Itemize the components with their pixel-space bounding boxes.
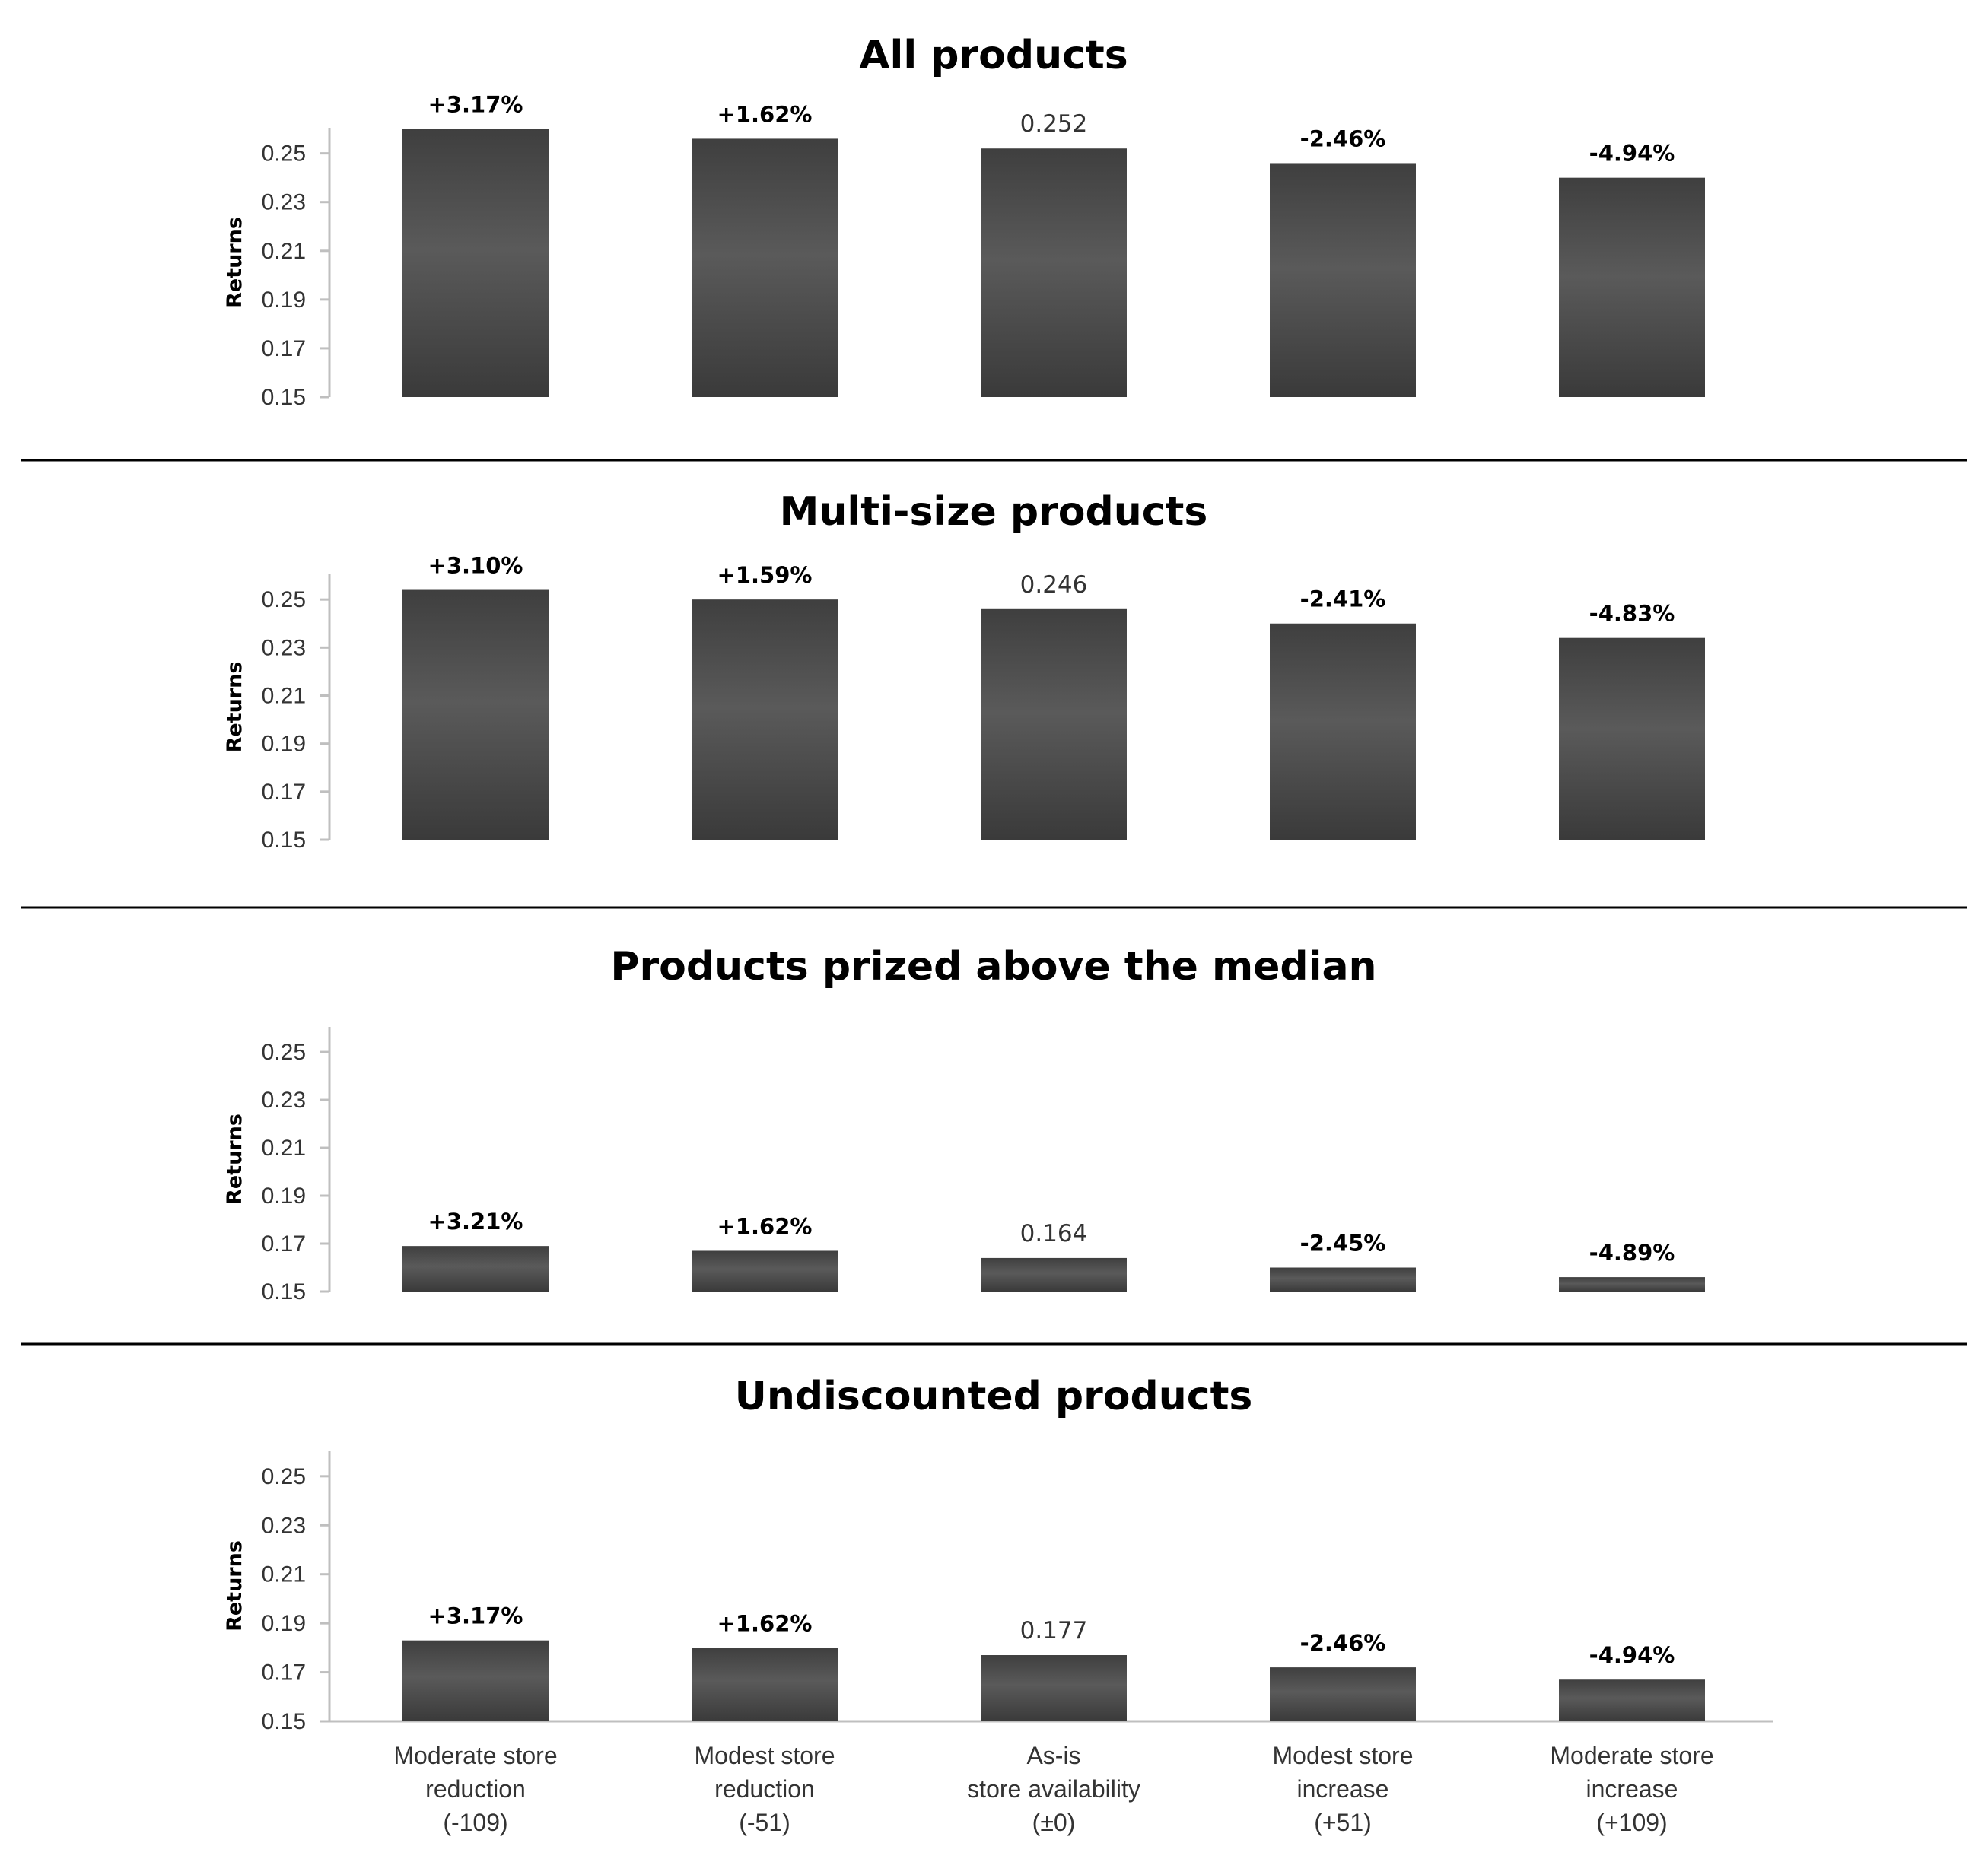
panel-title: Multi-size products xyxy=(780,489,1208,535)
x-category-label: store availability xyxy=(967,1775,1140,1803)
panel-title: Undiscounted products xyxy=(735,1374,1253,1419)
y-tick-label: 0.25 xyxy=(262,141,306,167)
bar xyxy=(1270,1667,1416,1721)
chart-panels: All products 0.15 0.17 0.19 0.21 0.23 0.25 Retu… xyxy=(21,33,1967,1836)
y-tick-label: 0.17 xyxy=(262,1660,306,1686)
y-tick-label: 0.21 xyxy=(262,239,306,264)
bar-value-label: 0.246 xyxy=(1020,571,1088,599)
bar-value-label: +3.21% xyxy=(428,1209,523,1234)
x-category-label: reduction xyxy=(714,1775,815,1803)
x-category-label: increase xyxy=(1586,1775,1678,1803)
bar-value-label: 0.252 xyxy=(1020,110,1088,138)
y-tick-label: 0.17 xyxy=(262,1231,306,1257)
bar-value-label: -2.45% xyxy=(1300,1231,1386,1257)
y-tick-label: 0.21 xyxy=(262,683,306,708)
y-axis-label: Returns xyxy=(223,662,247,753)
bar-value-label: 0.177 xyxy=(1020,1617,1088,1644)
x-category-label: As-is xyxy=(1026,1742,1080,1769)
bar-value-label: -4.83% xyxy=(1589,601,1675,627)
y-tick-label: 0.15 xyxy=(262,828,306,853)
bar xyxy=(402,1246,549,1292)
y-tick-label: 0.25 xyxy=(262,1464,306,1489)
bar xyxy=(981,608,1127,840)
y-tick-label: 0.25 xyxy=(262,1040,306,1065)
y-tick-label: 0.21 xyxy=(262,1136,306,1161)
bar xyxy=(1559,637,1705,840)
panel-4: Undiscounted products 0.15 0.17 0.19 0.21 0.2… xyxy=(223,1374,1773,1836)
y-tick-label: 0.23 xyxy=(262,190,306,215)
bar-value-label: -4.89% xyxy=(1589,1240,1675,1266)
y-tick-label: 0.23 xyxy=(262,635,306,660)
bar xyxy=(1270,1267,1416,1292)
bar-value-label: +1.62% xyxy=(717,101,813,127)
y-axis-label: Returns xyxy=(223,1114,247,1205)
bar xyxy=(1559,1277,1705,1292)
bar-value-label: -4.94% xyxy=(1589,141,1675,167)
panel-title: All products xyxy=(859,33,1128,78)
bar-value-label: -2.46% xyxy=(1300,1630,1386,1656)
bar-value-label: -2.41% xyxy=(1300,586,1386,612)
bar xyxy=(1559,1679,1705,1721)
bar xyxy=(1270,163,1416,397)
y-axis-label: Returns xyxy=(223,217,247,308)
y-tick-label: 0.19 xyxy=(262,1611,306,1636)
y-tick-label: 0.23 xyxy=(262,1513,306,1538)
panel-3: Products prized above the median 0.15 0.17… xyxy=(223,944,1705,1304)
bar xyxy=(981,148,1127,397)
panel-title: Products prized above the median xyxy=(610,944,1376,990)
x-category-label: reduction xyxy=(425,1775,526,1803)
bar xyxy=(692,1250,838,1292)
y-tick-label: 0.17 xyxy=(262,336,306,361)
x-category-label: Moderate store xyxy=(1550,1742,1713,1769)
bar xyxy=(1270,623,1416,840)
x-category-label: (+51) xyxy=(1314,1809,1372,1836)
y-tick-label: 0.23 xyxy=(262,1088,306,1113)
bar xyxy=(1559,177,1705,398)
bar-value-label: +1.59% xyxy=(717,562,813,588)
bar-value-label: +3.17% xyxy=(428,92,523,118)
x-category-label: increase xyxy=(1297,1775,1389,1803)
bar xyxy=(692,599,838,840)
bar-value-label: -4.94% xyxy=(1589,1642,1675,1668)
bar-value-label: +3.10% xyxy=(428,553,523,579)
y-tick-label: 0.25 xyxy=(262,587,306,612)
bar xyxy=(402,1640,549,1721)
x-category-label: (+109) xyxy=(1596,1809,1667,1836)
bar-value-label: -2.46% xyxy=(1300,126,1386,151)
y-tick-label: 0.19 xyxy=(262,732,306,757)
bar xyxy=(981,1655,1127,1721)
y-tick-label: 0.19 xyxy=(262,1184,306,1209)
bar xyxy=(981,1257,1127,1292)
bar xyxy=(402,129,549,397)
x-category-label: Modest store xyxy=(1273,1742,1414,1769)
bar-value-label: +3.17% xyxy=(428,1603,523,1629)
y-axis-label: Returns xyxy=(223,1540,247,1632)
bar xyxy=(692,138,838,397)
y-tick-label: 0.15 xyxy=(262,1279,306,1304)
bar xyxy=(692,1648,838,1721)
x-category-label: (-109) xyxy=(443,1809,507,1836)
bar xyxy=(402,589,549,840)
y-tick-label: 0.15 xyxy=(262,1709,306,1734)
y-tick-label: 0.15 xyxy=(262,385,306,410)
panel-2: Multi-size products 0.15 0.17 0.19 0.21 0.23 0… xyxy=(223,489,1705,853)
x-category-label: Modest store xyxy=(695,1742,835,1769)
bar-value-label: +1.62% xyxy=(717,1213,813,1239)
bar-value-label: 0.164 xyxy=(1020,1220,1088,1247)
y-tick-label: 0.21 xyxy=(262,1562,306,1587)
panel-1: All products 0.15 0.17 0.19 0.21 0.23 0.25 Retu… xyxy=(223,33,1705,410)
y-tick-label: 0.19 xyxy=(262,288,306,313)
y-tick-label: 0.17 xyxy=(262,780,306,805)
x-category-label: (-51) xyxy=(739,1809,790,1836)
x-category-label: (±0) xyxy=(1032,1809,1076,1836)
bar-value-label: +1.62% xyxy=(717,1610,813,1636)
x-category-label: Moderate store xyxy=(393,1742,557,1769)
